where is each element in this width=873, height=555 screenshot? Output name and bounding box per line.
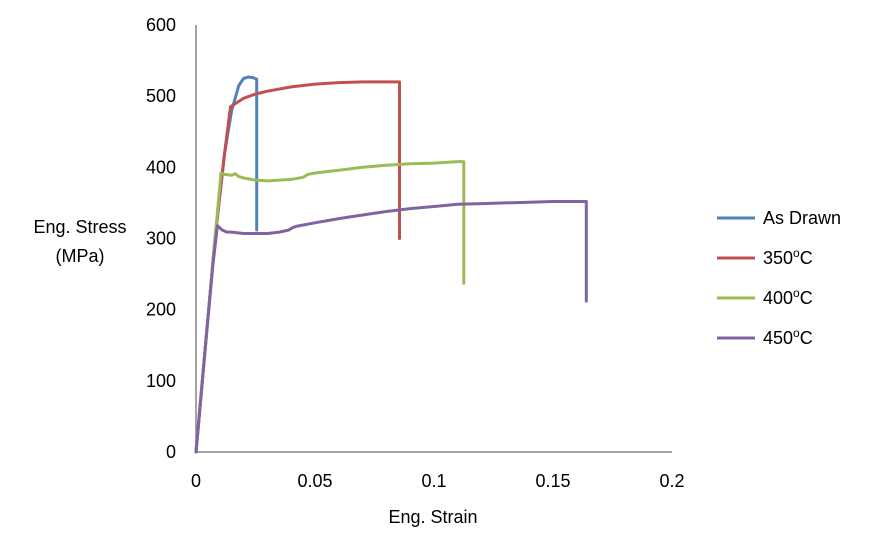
x-tick-label: 0.05	[297, 471, 332, 491]
y-tick-label: 600	[146, 15, 176, 35]
legend-label-main: 400	[763, 288, 793, 308]
legend-label-suffix: C	[800, 248, 813, 268]
series-line-3	[194, 160, 466, 454]
x-tick-label: 0	[191, 471, 201, 491]
y-tick-label: 400	[146, 157, 176, 177]
legend-label-4: 450oC	[763, 326, 813, 348]
x-tick-label: 0.15	[535, 471, 570, 491]
series-line-2	[194, 80, 401, 454]
legend-label-suffix: C	[800, 328, 813, 348]
series-layer	[194, 75, 588, 454]
y-tick-label: 100	[146, 371, 176, 391]
tick-labels-layer: 0 100 200 300 400 500 600 0 0.05 0.1 0.15 0.2	[146, 15, 685, 491]
axes-layer	[195, 25, 672, 453]
y-axis-title-line-2: (MPa)	[56, 246, 105, 266]
x-tick-label: 0.2	[659, 471, 684, 491]
legend-label-main: 450	[763, 328, 793, 348]
y-tick-label: 300	[146, 229, 176, 249]
legend-label-superscript: o	[793, 286, 800, 300]
y-axis-title-line-1: Eng. Stress	[33, 217, 126, 237]
x-tick-label: 0.1	[421, 471, 446, 491]
y-tick-label: 500	[146, 86, 176, 106]
legend-label-2: 350oC	[763, 246, 813, 268]
series-line-4	[194, 200, 588, 454]
legend-label-1: As Drawn	[763, 208, 841, 228]
y-tick-label: 200	[146, 300, 176, 320]
legend-label-3: 400oC	[763, 286, 813, 308]
legend-label-superscript: o	[793, 326, 800, 340]
x-axis-title: Eng. Strain	[388, 507, 477, 527]
legend-label-main: As Drawn	[763, 208, 841, 228]
legend-label-main: 350	[763, 248, 793, 268]
legend-label-suffix: C	[800, 288, 813, 308]
y-tick-label: 0	[166, 442, 176, 462]
legend-label-superscript: o	[793, 246, 800, 260]
